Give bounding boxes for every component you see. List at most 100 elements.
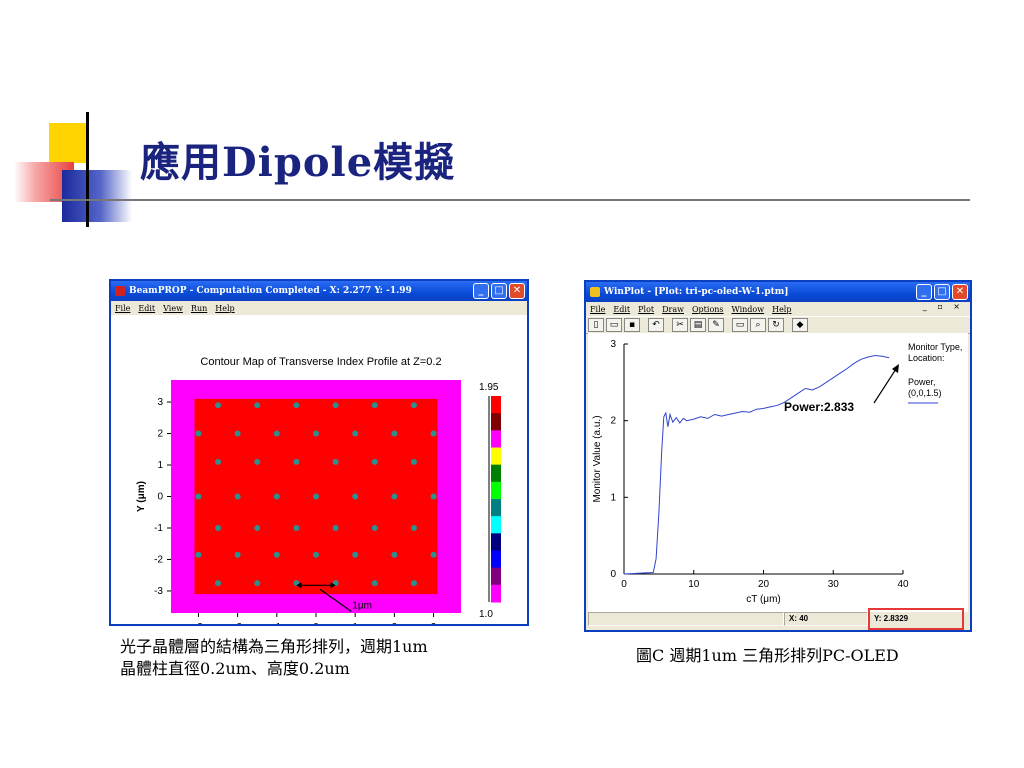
x-tick-label: -3 (194, 622, 203, 624)
decor-horizontal-line (50, 199, 970, 201)
photonic-crystal-rod (313, 551, 319, 558)
contour-map-title: Contour Map of Transverse Index Profile … (200, 356, 441, 368)
beamprop-menubar: File Edit View Run Help (111, 301, 527, 315)
maximize-button[interactable]: □ (491, 283, 507, 299)
photonic-crystal-rod (234, 493, 241, 500)
power-series-line (623, 354, 890, 575)
redraw-icon[interactable]: ↻ (768, 318, 784, 332)
y-tick-label: -3 (154, 586, 163, 597)
colorbar-segment (491, 396, 501, 414)
y-tick-label: 0 (157, 492, 163, 503)
photonic-crystal-rod (332, 458, 339, 465)
photonic-crystal-rod (371, 524, 378, 531)
cut-icon[interactable]: ✂ (672, 318, 688, 332)
winplot-app-icon (590, 287, 600, 297)
close-button[interactable]: ✕ (952, 284, 968, 300)
save-icon[interactable]: ▪ (624, 318, 640, 332)
photonic-crystal-rod (313, 430, 319, 437)
winplot-menu-edit[interactable]: Edit (613, 304, 631, 314)
colorbar-segment (491, 430, 501, 448)
left-caption-line2: 晶體柱直徑0.2um、高度0.2um (120, 659, 350, 678)
decor-vertical-line (86, 112, 89, 227)
x-tick-label: -2 (233, 622, 242, 624)
photonic-crystal-rod (371, 402, 378, 409)
winplot-menu-file[interactable]: File (590, 304, 606, 314)
photonic-crystal-rod (410, 402, 417, 409)
beamprop-menu-file[interactable]: File (115, 303, 131, 313)
y-tick-label: 1 (610, 492, 616, 503)
photonic-crystal-rod (195, 430, 202, 437)
winplot-menu-window[interactable]: Window (731, 304, 765, 314)
colorbar-segment (491, 447, 501, 466)
y-tick-label: -2 (154, 554, 163, 565)
photonic-crystal-rod (254, 580, 261, 587)
winplot-menu-draw[interactable]: Draw (662, 304, 684, 314)
winplot-toolbar: ▯ ▭ ▪ ↶ ✂ ▤ ✎ ▭ ⌕ ↻ ◆ (586, 316, 970, 334)
beamprop-menu-run[interactable]: Run (190, 303, 208, 313)
colorbar-segment (491, 533, 501, 551)
beamprop-title: BeamPROP - Computation Completed - X: 2.… (129, 286, 412, 296)
photonic-crystal-rod (430, 493, 437, 500)
photonic-crystal-rod (313, 493, 319, 500)
winplot-title: WinPlot - [Plot: tri-pc-oled-W-1.ptm] (604, 287, 789, 297)
winplot-titlebar[interactable]: WinPlot - [Plot: tri-pc-oled-W-1.ptm] _ … (586, 282, 970, 302)
photonic-crystal-rod (273, 430, 280, 437)
eraser-icon[interactable]: ◆ (792, 318, 808, 332)
power-annotation: Power:2.833 (784, 400, 854, 414)
new-file-icon[interactable]: ▯ (588, 318, 604, 332)
undo-icon[interactable]: ↶ (648, 318, 664, 332)
photonic-crystal-rod (391, 551, 398, 558)
photonic-crystal-rod (215, 402, 222, 409)
photonic-crystal-rod (293, 458, 300, 465)
beamprop-titlebar[interactable]: BeamPROP - Computation Completed - X: 2.… (111, 281, 527, 301)
photonic-crystal-rod (273, 551, 280, 558)
mdi-window-controls[interactable]: _ ▫ × (922, 302, 964, 311)
winplot-menubar: File Edit Plot Draw Options Window Help _ ▫ × (586, 302, 970, 316)
close-button[interactable]: ✕ (509, 283, 525, 299)
winplot-plot-area: 0 10 20 30 40 0 1 2 3 cT (μm) Monitor Value (a.u.)… (588, 333, 968, 612)
colorbar-segment (491, 499, 501, 517)
minimize-button[interactable]: _ (473, 283, 489, 299)
photonic-crystal-rod (430, 430, 437, 437)
colorbar-min-label: 1.0 (479, 609, 493, 620)
x-tick-label: 30 (828, 579, 840, 590)
winplot-menu-help[interactable]: Help (772, 304, 792, 314)
colorbar-segment (491, 550, 501, 569)
winplot-menu-options[interactable]: Options (691, 304, 724, 314)
colorbar-segment (491, 481, 501, 500)
photonic-crystal-rod (215, 458, 222, 465)
left-caption-line1: 光子晶體層的結構為三角形排列，週期1um (120, 637, 428, 656)
beamprop-menu-edit[interactable]: Edit (138, 303, 156, 313)
monitor-value-chart: 0 10 20 30 40 0 1 2 3 cT (μm) Monitor Value (a.u.)… (592, 339, 962, 605)
photonic-crystal-rod (215, 580, 222, 587)
open-folder-icon[interactable]: ▭ (606, 318, 622, 332)
beamprop-plot-area: Contour Map of Transverse Index Profile … (111, 315, 527, 647)
paste-icon[interactable]: ▤ (690, 318, 706, 332)
beamprop-menu-view[interactable]: View (163, 303, 183, 313)
photonic-crystal-rod (254, 402, 261, 409)
photonic-crystal-rod (195, 493, 202, 500)
photonic-crystal-rod (371, 580, 378, 587)
photonic-crystal-rod (254, 524, 261, 531)
y-tick-label: -1 (154, 523, 163, 534)
left-caption: 光子晶體層的結構為三角形排列，週期1um 晶體柱直徑0.2um、高度0.2um (120, 636, 428, 680)
status-y: Y: 2.8329 (868, 608, 964, 630)
photonic-crystal-rod (234, 430, 241, 437)
maximize-button[interactable]: □ (934, 284, 950, 300)
edit-icon[interactable]: ✎ (708, 318, 724, 332)
photonic-crystal-rod (215, 524, 222, 531)
beamprop-menu-help[interactable]: Help (215, 303, 235, 313)
slide-title: 應用Dipole模擬 (140, 139, 456, 186)
x-tick-label: -1 (272, 622, 281, 624)
photonic-crystal-rod (293, 524, 300, 531)
legend-series-name: Power, (908, 377, 936, 387)
minimize-button[interactable]: _ (916, 284, 932, 300)
winplot-menu-plot[interactable]: Plot (638, 304, 655, 314)
photonic-crystal-rod (195, 551, 202, 558)
photonic-crystal-rod (293, 402, 300, 409)
zoom-icon[interactable]: ⌕ (750, 318, 766, 332)
view-icon[interactable]: ▭ (732, 318, 748, 332)
decor-blue-square (62, 170, 132, 222)
photonic-crystal-rod (352, 493, 359, 500)
photonic-crystal-rod (371, 458, 378, 465)
